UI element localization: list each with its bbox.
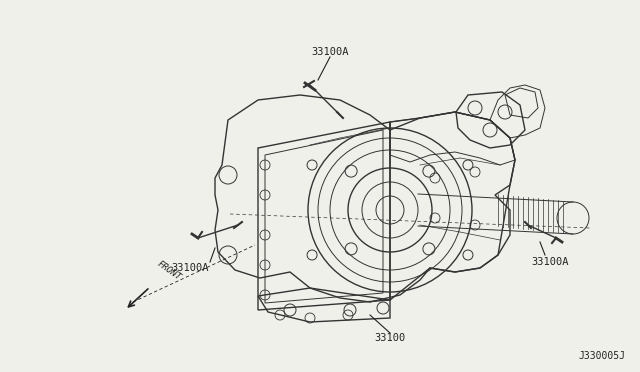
Text: 33100A: 33100A (311, 47, 349, 57)
Text: J330005J: J330005J (578, 351, 625, 361)
Text: 33100A: 33100A (172, 263, 209, 273)
Text: 33100A: 33100A (531, 257, 569, 267)
Text: 33100: 33100 (374, 333, 406, 343)
Text: FRONT: FRONT (155, 259, 182, 282)
